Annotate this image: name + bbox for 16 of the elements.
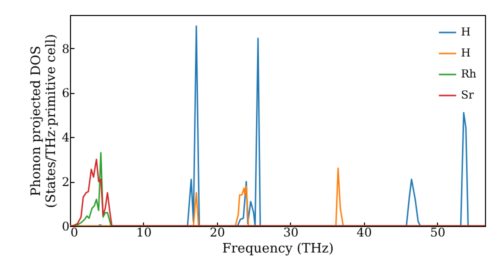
- y-tick-label: 8: [62, 42, 70, 56]
- y-tick-label: 6: [62, 86, 70, 100]
- x-tick-label: 20: [210, 226, 226, 240]
- x-tick-label: 30: [283, 226, 298, 240]
- x-tick-label: 0: [70, 226, 78, 240]
- legend-label: H: [461, 46, 471, 60]
- x-tick-label: 10: [136, 226, 152, 240]
- x-tick-label: 50: [430, 226, 446, 240]
- legend-label: Sr: [461, 88, 475, 102]
- y-tick-label: 2: [62, 175, 70, 190]
- legend-label: H: [461, 26, 471, 38]
- x-tick-label: 40: [356, 226, 372, 240]
- legend-label: Rh: [461, 68, 476, 80]
- x-axis-title: Frequency (THz): [222, 242, 334, 256]
- y-axis-title: Phonon projected DOS (States/THz·primitive cell): [28, 34, 59, 208]
- y-tick-label: 4: [62, 130, 70, 145]
